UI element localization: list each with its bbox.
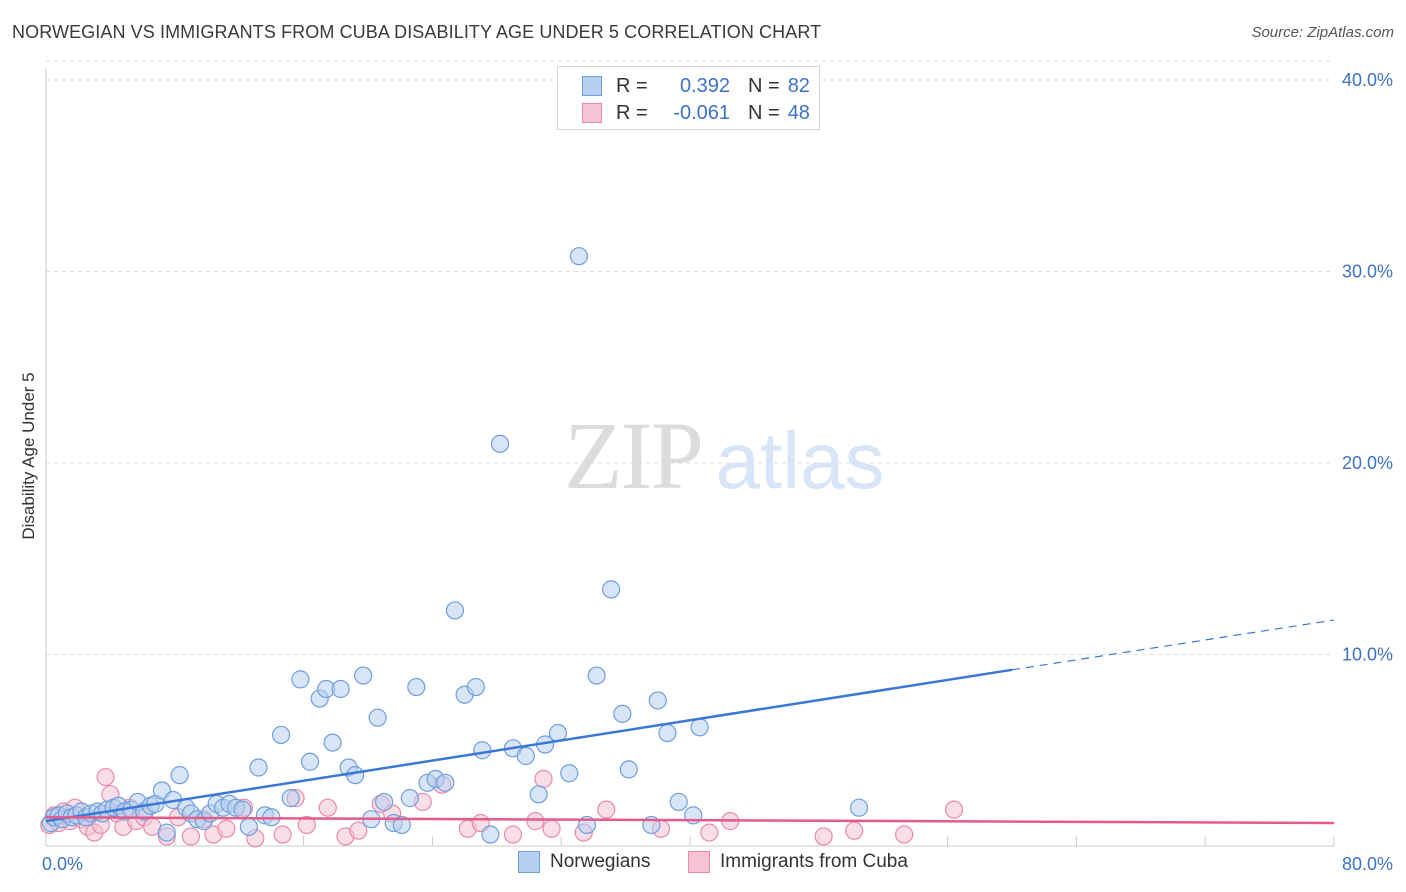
norwegian-point	[602, 580, 621, 599]
norwegian-point	[445, 601, 465, 620]
norwegian-point	[849, 798, 869, 817]
norwegian-trendline-extension	[1011, 619, 1335, 671]
norwegian-point	[473, 741, 492, 760]
norwegian-points	[41, 247, 869, 844]
norwegian-point	[587, 666, 606, 685]
norwegian-point	[690, 718, 709, 737]
norwegian-point	[648, 691, 667, 710]
watermark-atlas: atlas	[716, 416, 885, 505]
cuba-point	[845, 821, 864, 840]
legend-n-label: N =	[748, 74, 780, 97]
y-tick-label: 30.0%	[1342, 262, 1393, 282]
source-credit: Source: ZipAtlas.com	[1251, 24, 1394, 41]
norwegian-point	[560, 764, 579, 783]
norwegian-point	[239, 817, 258, 836]
y-tick-label: 10.0%	[1342, 645, 1393, 665]
norwegian-point	[323, 733, 342, 752]
norwegian-point	[529, 785, 548, 804]
legend-label-norwegians: Norwegians	[550, 851, 651, 872]
norwegian-point	[233, 800, 252, 819]
series-legend: Norwegians Immigrants from Cuba	[0, 851, 1406, 877]
norwegian-point	[490, 434, 510, 453]
norwegian-point	[281, 789, 300, 808]
axis-layer	[45, 68, 1335, 847]
norwegian-point	[481, 825, 500, 844]
cuba-point	[318, 798, 337, 817]
cuba-trendline	[45, 816, 1335, 825]
norwegian-point	[375, 792, 394, 812]
legend-n-value: 82	[787, 74, 810, 97]
norwegian-trendline	[45, 668, 1013, 823]
trendlines	[45, 619, 1335, 825]
legend-item-cuba[interactable]: Immigrants from Cuba	[688, 851, 908, 873]
legend-n-value: 48	[787, 101, 810, 124]
norwegian-point	[436, 773, 455, 792]
legend-swatch-blue	[518, 851, 540, 873]
norwegian-point	[354, 666, 373, 685]
legend-r-label: R =	[616, 101, 648, 124]
norwegian-point	[669, 792, 688, 812]
legend-r-value: -0.061	[673, 101, 730, 124]
norwegian-point	[271, 725, 291, 745]
cuba-point	[297, 815, 316, 835]
cuba-point	[273, 825, 292, 844]
norwegian-point	[300, 752, 320, 771]
legend-row-cuba: R = -0.061 N = 48	[582, 101, 810, 125]
norwegian-point	[157, 823, 176, 842]
chart-title: NORWEGIAN VS IMMIGRANTS FROM CUBA DISABI…	[12, 22, 822, 42]
watermark: ZIP atlas	[564, 402, 884, 509]
norwegian-point	[619, 760, 638, 779]
grid-layer	[46, 60, 1334, 655]
legend-swatch-pink	[582, 103, 602, 123]
legend-swatch-blue	[582, 76, 602, 96]
legend-row-norwegians: R = 0.392 N = 82	[582, 74, 810, 98]
norwegian-point	[249, 758, 268, 777]
x-tick-label: 0.0%	[42, 854, 83, 874]
cuba-point	[597, 800, 616, 819]
norwegian-point	[392, 815, 411, 835]
tick-labels: 10.0% 20.0% 30.0% 40.0% 0.0% 80.0%	[42, 70, 1393, 874]
cuba-point	[96, 767, 115, 787]
x-tick-label: 80.0%	[1342, 854, 1393, 874]
watermark-zip: ZIP	[564, 402, 702, 509]
legend-swatch-pink	[688, 851, 710, 873]
cuba-point	[944, 800, 964, 819]
correlation-legend: R = 0.392 N = 82 R = -0.061 N = 48	[557, 66, 820, 130]
norwegian-point	[346, 766, 365, 785]
cuba-point	[814, 827, 833, 846]
norwegian-point	[331, 679, 350, 699]
y-tick-label: 20.0%	[1342, 453, 1393, 473]
norwegian-point	[170, 766, 189, 785]
norwegian-point	[407, 677, 426, 697]
cuba-point	[700, 823, 719, 842]
norwegian-point	[368, 708, 387, 727]
cuba-point	[181, 827, 200, 846]
norwegian-point	[291, 670, 310, 689]
legend-r-value: 0.392	[679, 74, 730, 97]
y-axis-label: Disability Age Under 5	[19, 372, 38, 539]
cuba-point	[542, 819, 561, 838]
legend-item-norwegians[interactable]: Norwegians	[518, 851, 650, 873]
norwegian-point	[400, 789, 419, 808]
norwegian-point	[569, 247, 589, 266]
legend-n-label: N =	[748, 101, 780, 124]
cuba-point	[217, 819, 236, 838]
norwegian-point	[466, 677, 485, 697]
cuba-point	[534, 769, 553, 789]
legend-label-cuba: Immigrants from Cuba	[720, 851, 908, 872]
cuba-point	[526, 812, 545, 831]
cuba-point	[503, 825, 523, 844]
cuba-point	[349, 821, 368, 840]
y-tick-label: 40.0%	[1342, 70, 1393, 90]
norwegian-point	[516, 746, 535, 766]
norwegian-point	[613, 704, 632, 723]
cuba-point	[895, 825, 914, 844]
legend-r-label: R =	[616, 74, 648, 97]
norwegian-point	[658, 723, 677, 743]
